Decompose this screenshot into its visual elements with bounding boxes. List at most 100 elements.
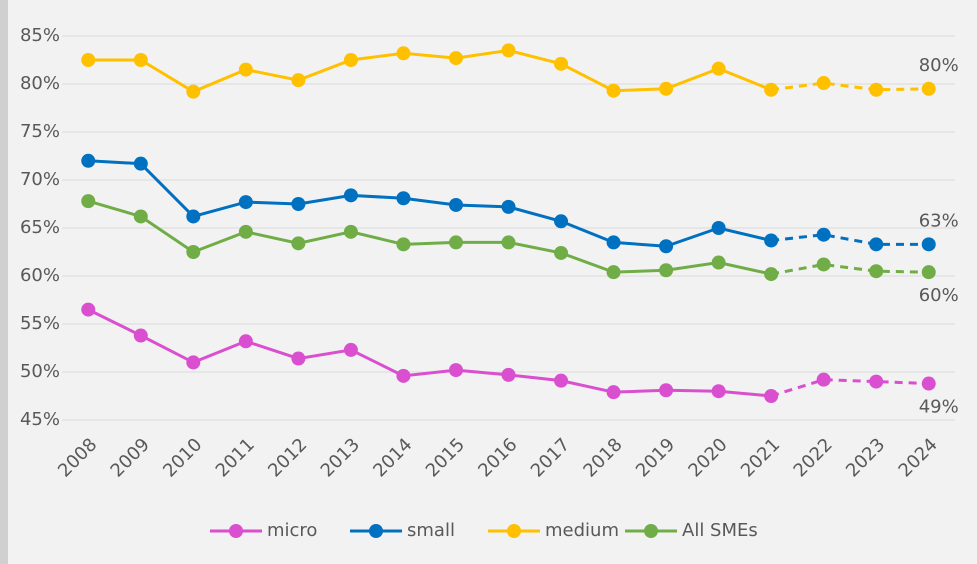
legend-marker	[229, 524, 243, 538]
legend-label: small	[407, 520, 455, 541]
point	[711, 384, 726, 399]
point	[659, 239, 674, 254]
point	[921, 376, 936, 391]
point	[869, 82, 884, 97]
end-label: 60%	[919, 285, 959, 306]
point	[554, 214, 569, 229]
point	[81, 53, 96, 67]
y-tick-label: 75%	[20, 121, 60, 142]
point	[869, 374, 884, 389]
point	[238, 334, 253, 349]
point	[606, 385, 621, 400]
point	[921, 265, 936, 280]
series-line-dashed	[770, 233, 929, 246]
y-tick-label: 65%	[20, 217, 60, 238]
series-line	[87, 308, 772, 398]
point	[448, 51, 463, 66]
series-line	[87, 199, 772, 276]
end-label: 63%	[919, 210, 959, 231]
legend-label: All SMEs	[682, 520, 758, 541]
legend-label: micro	[267, 520, 317, 541]
point	[501, 367, 516, 382]
y-tick-label: 85%	[20, 25, 60, 46]
point	[238, 195, 253, 210]
point	[186, 245, 201, 259]
point	[554, 245, 569, 260]
series-line-dashed	[770, 81, 929, 92]
point	[554, 56, 569, 71]
point	[606, 83, 621, 98]
point	[554, 373, 569, 388]
point	[238, 62, 253, 77]
end-label: 80%	[919, 55, 959, 76]
point	[396, 237, 411, 252]
point	[291, 236, 306, 251]
point	[921, 237, 936, 252]
series-line	[88, 159, 772, 248]
point	[133, 328, 148, 343]
point	[816, 372, 831, 387]
series-line-dashed	[770, 262, 929, 276]
point	[659, 263, 674, 278]
legend-marker	[507, 524, 521, 538]
legend-marker	[369, 524, 383, 538]
point	[133, 53, 148, 67]
point	[869, 237, 884, 252]
point	[133, 156, 148, 171]
point	[396, 368, 411, 383]
y-tick-label: 60%	[20, 265, 60, 286]
y-tick-label: 70%	[20, 169, 60, 190]
point	[764, 389, 779, 403]
point	[186, 84, 201, 99]
series-line-dashed	[770, 378, 929, 398]
point	[186, 355, 201, 370]
legend-marker	[644, 524, 658, 538]
point	[81, 153, 96, 168]
point	[501, 235, 516, 250]
point	[133, 209, 148, 224]
point	[606, 265, 621, 280]
point	[764, 82, 779, 97]
point	[396, 191, 411, 206]
point	[816, 76, 831, 91]
point	[81, 194, 96, 209]
point	[81, 302, 96, 317]
point	[343, 224, 358, 239]
point	[238, 224, 253, 239]
point	[186, 209, 201, 224]
series-line	[88, 48, 772, 94]
point	[659, 383, 674, 398]
point	[764, 267, 779, 282]
point	[291, 351, 306, 366]
point	[448, 197, 463, 212]
point	[448, 363, 463, 378]
point	[448, 235, 463, 250]
point	[291, 73, 306, 88]
point	[343, 342, 358, 357]
point	[501, 43, 516, 58]
point	[921, 81, 936, 96]
point	[816, 257, 831, 272]
y-tick-label: 80%	[20, 73, 60, 94]
point	[711, 61, 726, 76]
point	[396, 46, 411, 61]
point	[711, 221, 726, 235]
point	[711, 255, 726, 270]
border	[0, 0, 8, 564]
point	[501, 199, 516, 214]
point	[869, 264, 884, 279]
y-tick-label: 55%	[20, 313, 60, 334]
legend-label: medium	[545, 520, 619, 541]
point	[343, 188, 358, 203]
y-tick-label: 50%	[20, 361, 60, 382]
point	[764, 233, 779, 248]
point	[659, 81, 674, 96]
point	[816, 227, 831, 242]
point	[343, 53, 358, 67]
point	[606, 235, 621, 250]
y-tick-label: 45%	[20, 409, 60, 430]
end-label: 49%	[919, 397, 959, 418]
point	[291, 197, 306, 211]
